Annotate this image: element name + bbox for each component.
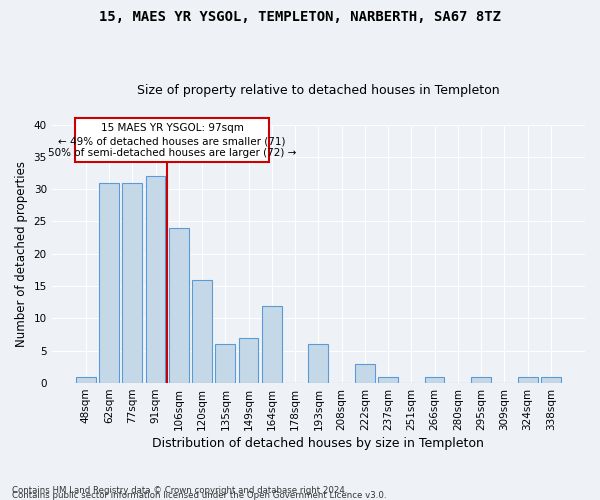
X-axis label: Distribution of detached houses by size in Templeton: Distribution of detached houses by size …: [152, 437, 484, 450]
Text: ← 49% of detached houses are smaller (71): ← 49% of detached houses are smaller (71…: [58, 136, 286, 146]
Bar: [146, 176, 166, 383]
Bar: [192, 280, 212, 383]
Bar: [471, 376, 491, 383]
Bar: [76, 376, 95, 383]
Bar: [239, 338, 259, 383]
Bar: [378, 376, 398, 383]
Bar: [355, 364, 375, 383]
Text: 50% of semi-detached houses are larger (72) →: 50% of semi-detached houses are larger (…: [48, 148, 296, 158]
Title: Size of property relative to detached houses in Templeton: Size of property relative to detached ho…: [137, 84, 500, 97]
Text: Contains HM Land Registry data © Crown copyright and database right 2024.: Contains HM Land Registry data © Crown c…: [12, 486, 347, 495]
Bar: [74, 118, 269, 162]
Text: 15 MAES YR YSGOL: 97sqm: 15 MAES YR YSGOL: 97sqm: [101, 124, 244, 134]
Y-axis label: Number of detached properties: Number of detached properties: [15, 161, 28, 347]
Bar: [541, 376, 561, 383]
Bar: [518, 376, 538, 383]
Bar: [215, 344, 235, 383]
Bar: [425, 376, 445, 383]
Text: Contains public sector information licensed under the Open Government Licence v3: Contains public sector information licen…: [12, 491, 386, 500]
Bar: [169, 228, 188, 383]
Bar: [308, 344, 328, 383]
Bar: [99, 182, 119, 383]
Text: 15, MAES YR YSGOL, TEMPLETON, NARBERTH, SA67 8TZ: 15, MAES YR YSGOL, TEMPLETON, NARBERTH, …: [99, 10, 501, 24]
Bar: [122, 182, 142, 383]
Bar: [262, 306, 282, 383]
